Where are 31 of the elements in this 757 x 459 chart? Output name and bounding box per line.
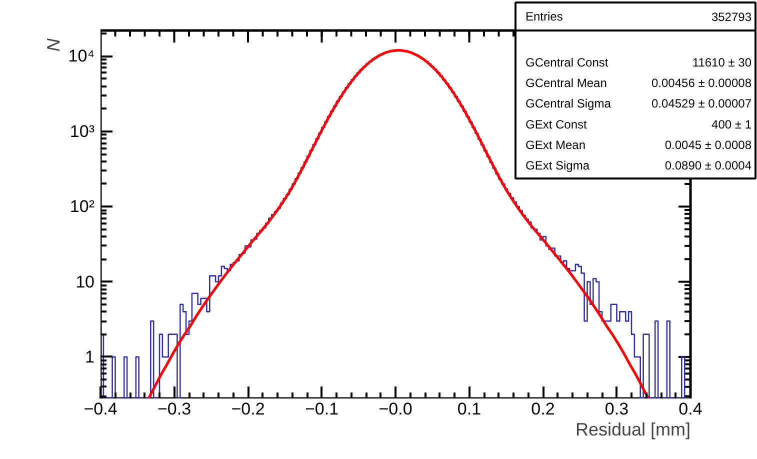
x-axis-title: Residual [mm] xyxy=(575,420,690,440)
annotation: GExt Sigma xyxy=(526,158,590,172)
x-tick-label: −0.0 xyxy=(378,400,412,418)
annotation: GCentral Sigma xyxy=(526,96,612,111)
annotation: 0.0890 ± 0.0004 xyxy=(664,158,752,172)
x-tick-label: 0.4 xyxy=(678,400,702,418)
y-tick-label: 10 xyxy=(76,272,95,292)
text: 400 ± 1 xyxy=(712,117,752,132)
annotation: 0.00456 ± 0.00008 xyxy=(651,76,752,90)
x-tick-label: 0.2 xyxy=(531,400,555,418)
x-tick-label: −0.4 xyxy=(84,400,118,418)
x-tick-label: 0.3 xyxy=(604,400,629,418)
y-axis-title: N xyxy=(44,38,64,52)
text: Entries xyxy=(526,10,563,24)
x-tick-label: −0.2 xyxy=(231,400,265,418)
x-tick-label: 0.1 xyxy=(457,400,482,418)
y-tick-label: 10³ xyxy=(70,122,95,141)
annotation: GExt Mean xyxy=(526,138,586,152)
annotation: GCentral Const xyxy=(526,56,609,70)
annotation: 0.0045 ± 0.0008 xyxy=(664,138,752,152)
y-tick-label: 10⁴ xyxy=(68,46,95,66)
y-tick-label: 10² xyxy=(70,197,95,216)
y-tick-label: 1 xyxy=(85,347,95,366)
x-tick-label: −0.1 xyxy=(304,400,339,418)
text: 11610 ± 30 xyxy=(692,56,752,70)
annotation: 0.04529 ± 0.00007 xyxy=(651,96,752,111)
text: 352793 xyxy=(711,10,752,24)
annotation: GExt Const xyxy=(526,117,588,132)
line-series xyxy=(148,48,650,398)
x-tick-label: −0.3 xyxy=(157,400,192,418)
annotation: GCentral Mean xyxy=(526,76,607,90)
